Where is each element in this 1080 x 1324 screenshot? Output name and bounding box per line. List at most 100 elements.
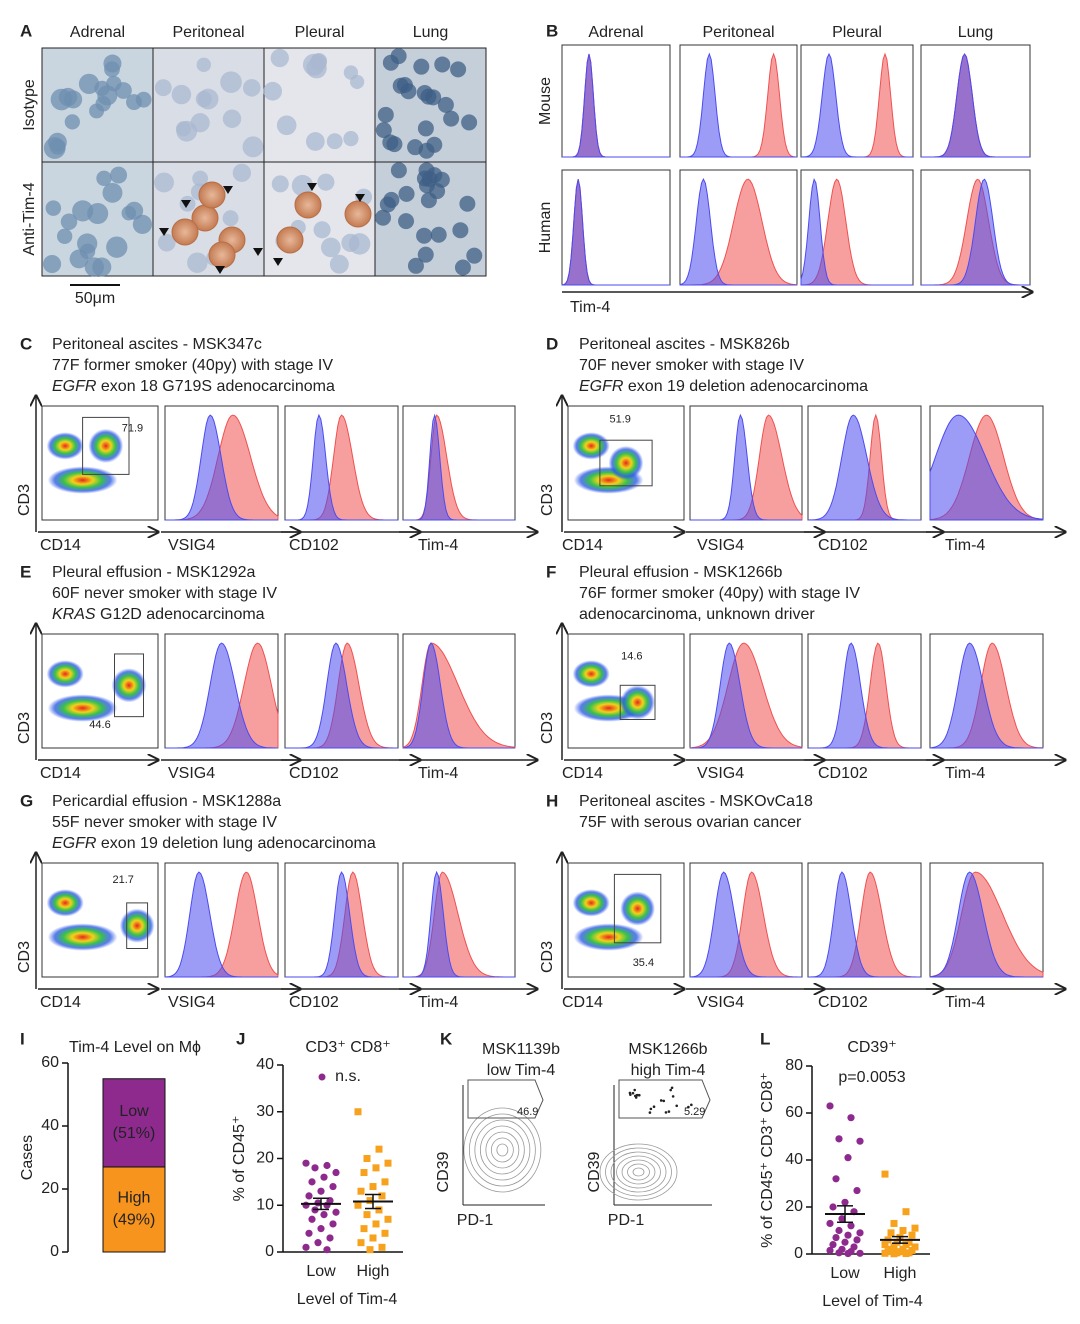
bar-segment (102, 1078, 166, 1168)
cell (187, 252, 208, 273)
column-header: Peritoneal (702, 24, 774, 41)
cell (84, 257, 104, 277)
cell-population (46, 432, 84, 460)
data-point (360, 1169, 368, 1177)
contour (496, 1143, 509, 1157)
cell (320, 237, 341, 258)
data-point (832, 1233, 840, 1242)
cell (121, 205, 137, 221)
arrowhead (253, 248, 263, 256)
cell (329, 254, 349, 274)
sample-description: EGFR exon 18 G719S adenocarcinoma (52, 378, 335, 395)
panel-title: Peritoneal ascites - MSK826b (579, 336, 790, 353)
cell (375, 122, 392, 139)
cell (390, 162, 407, 179)
data-point (311, 1164, 319, 1172)
cell (42, 254, 62, 274)
y-tick-label: 80 (785, 1057, 803, 1074)
event (662, 1099, 666, 1103)
stained-cell (294, 191, 322, 219)
mutation: exon 18 G719S adenocarcinoma (96, 378, 334, 395)
panel-letter: C (20, 334, 32, 353)
y-tick-label: 0 (794, 1245, 803, 1262)
data-point (320, 1211, 328, 1219)
data-point (308, 1215, 316, 1223)
cell (97, 85, 118, 106)
data-point (908, 1231, 916, 1239)
data-point (369, 1234, 377, 1242)
event (671, 1095, 675, 1098)
event (635, 1093, 639, 1097)
cell (222, 109, 242, 128)
cell (56, 228, 73, 245)
event (659, 1099, 663, 1102)
event (634, 1096, 638, 1099)
cell (154, 79, 172, 97)
data-point (329, 1220, 337, 1228)
cell (60, 213, 78, 230)
column-header: Lung (413, 24, 449, 41)
panel-letter: L (760, 1029, 770, 1048)
sample-description: 60F never smoker with stage IV (52, 585, 277, 602)
data-point (844, 1249, 852, 1258)
cell-population (573, 923, 644, 951)
cell (398, 185, 415, 202)
annotation: p=0.0053 (838, 1069, 905, 1086)
contour (490, 1137, 514, 1163)
y-tick-label: 40 (256, 1056, 274, 1073)
sample-name: MSK1139b (482, 1041, 560, 1058)
data-point (317, 1187, 325, 1195)
sample-description: 55F never smoker with stage IV (52, 814, 277, 831)
contour (463, 1107, 542, 1193)
data-point (902, 1250, 910, 1258)
cell (305, 132, 325, 151)
axis-label: VSIG4 (168, 994, 215, 1011)
cell (443, 110, 460, 127)
chart-title: CD3⁺ CD8⁺ (305, 1039, 390, 1056)
data-point (902, 1208, 910, 1216)
data-point (326, 1234, 334, 1242)
histogram (929, 414, 1044, 521)
histogram (689, 871, 802, 978)
data-point (381, 1229, 389, 1237)
histogram (165, 414, 278, 521)
cell (425, 89, 442, 106)
cell (104, 61, 120, 78)
cell (45, 200, 62, 216)
data-point (323, 1246, 331, 1254)
cell (459, 195, 476, 212)
cell (58, 87, 78, 107)
gate (126, 902, 149, 950)
axis-label: CD3 (16, 712, 33, 744)
sample-description: 77F former smoker (40py) with stage IV (52, 357, 333, 374)
y-tick-label: 60 (785, 1104, 803, 1121)
axis-label: Tim-4 (945, 994, 985, 1011)
data-point (369, 1183, 377, 1191)
column-header: Adrenal (70, 24, 125, 41)
x-tick-label: Low (306, 1263, 336, 1280)
gate (619, 684, 656, 720)
panel-letter: E (20, 562, 31, 581)
axis-label: CD14 (562, 537, 603, 554)
gene-name: EGFR (579, 378, 624, 395)
cell (157, 233, 176, 252)
axis-label: PD-1 (457, 1212, 494, 1229)
cell (437, 96, 454, 113)
cell (454, 259, 471, 276)
histogram (800, 177, 913, 286)
cell-population (620, 685, 655, 720)
gate-frequency: 21.7 (112, 874, 133, 886)
cell (417, 246, 434, 263)
histogram (929, 642, 1043, 749)
y-tick-label: 0 (265, 1243, 274, 1260)
cell (196, 57, 211, 73)
cell (291, 174, 314, 197)
axis-label: Tim-4 (418, 765, 458, 782)
data-point (893, 1238, 901, 1246)
data-point (853, 1186, 861, 1195)
axis-label: Tim-4 (570, 299, 610, 316)
event (690, 1103, 693, 1107)
contour (621, 1159, 656, 1185)
cell (434, 56, 451, 73)
axis-label: Level of Tim-4 (822, 1293, 923, 1310)
